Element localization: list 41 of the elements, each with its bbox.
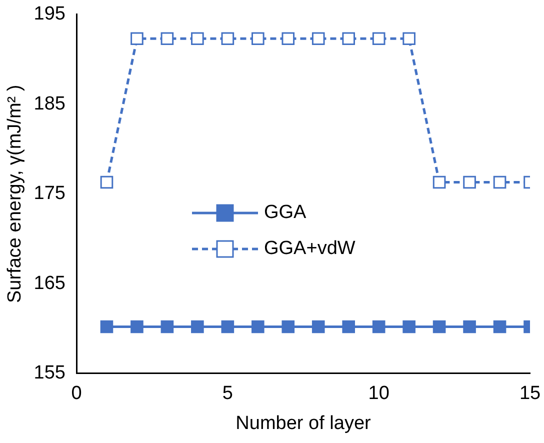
y-tick-label: 175 (34, 183, 66, 204)
point (432, 176, 446, 189)
point (130, 320, 144, 334)
point (312, 320, 325, 334)
point (100, 320, 114, 334)
point (402, 32, 416, 46)
x-tick-label: 10 (368, 383, 390, 404)
point (130, 32, 144, 46)
point (372, 320, 386, 334)
point (221, 32, 234, 46)
point (432, 320, 446, 334)
point (160, 320, 174, 334)
point (342, 32, 356, 46)
point (493, 320, 506, 334)
x-axis-title: Number of layer (236, 412, 372, 434)
point (282, 320, 295, 334)
y-tick-label: 155 (34, 362, 66, 384)
point (251, 32, 264, 46)
point (160, 32, 174, 46)
y-tick-label: 195 (34, 4, 66, 25)
point (342, 320, 356, 334)
point (463, 176, 476, 189)
y-tick-label: 185 (34, 93, 66, 114)
y-axis-title: Surface energy, γ(mJ/m² ) (4, 84, 26, 303)
point (463, 320, 476, 334)
x-tick-label: 5 (222, 383, 233, 404)
x-tick-label: 0 (71, 383, 82, 404)
x-tick-label: 15 (519, 383, 541, 404)
point (191, 320, 204, 334)
point (402, 320, 416, 334)
point (493, 176, 506, 189)
point (282, 32, 295, 46)
point (312, 32, 325, 46)
point (191, 32, 204, 46)
point (100, 176, 114, 189)
legend-label: GGA+vdW (264, 238, 356, 260)
point (221, 320, 234, 334)
legend-label: GGA (264, 202, 306, 224)
point (251, 320, 264, 334)
y-tick-label: 165 (34, 272, 66, 294)
point (372, 32, 386, 46)
